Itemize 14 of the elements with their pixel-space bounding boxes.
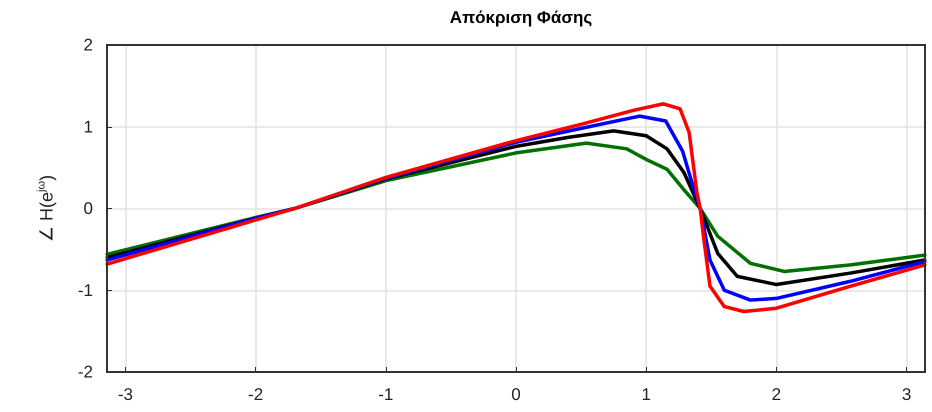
y-tick-label: 0 [84,199,93,218]
y-tick-label: 1 [84,117,93,136]
y-tick-label: 2 [84,36,93,54]
chart-title: Απόκριση Φάσης [450,8,592,27]
x-tick-label: 0 [511,385,521,404]
x-tick-label: -2 [248,385,264,404]
y-axis-title: ∠ H(ejω) [36,174,56,242]
y-tick-label: -1 [78,280,93,300]
x-tick-label: 3 [902,385,912,404]
x-tick-label: 1 [641,385,651,404]
x-tick-label: 2 [772,385,782,404]
x-tick-label: -3 [118,385,133,404]
x-tick-label: -1 [378,385,394,404]
y-tick-label: -2 [78,362,93,382]
